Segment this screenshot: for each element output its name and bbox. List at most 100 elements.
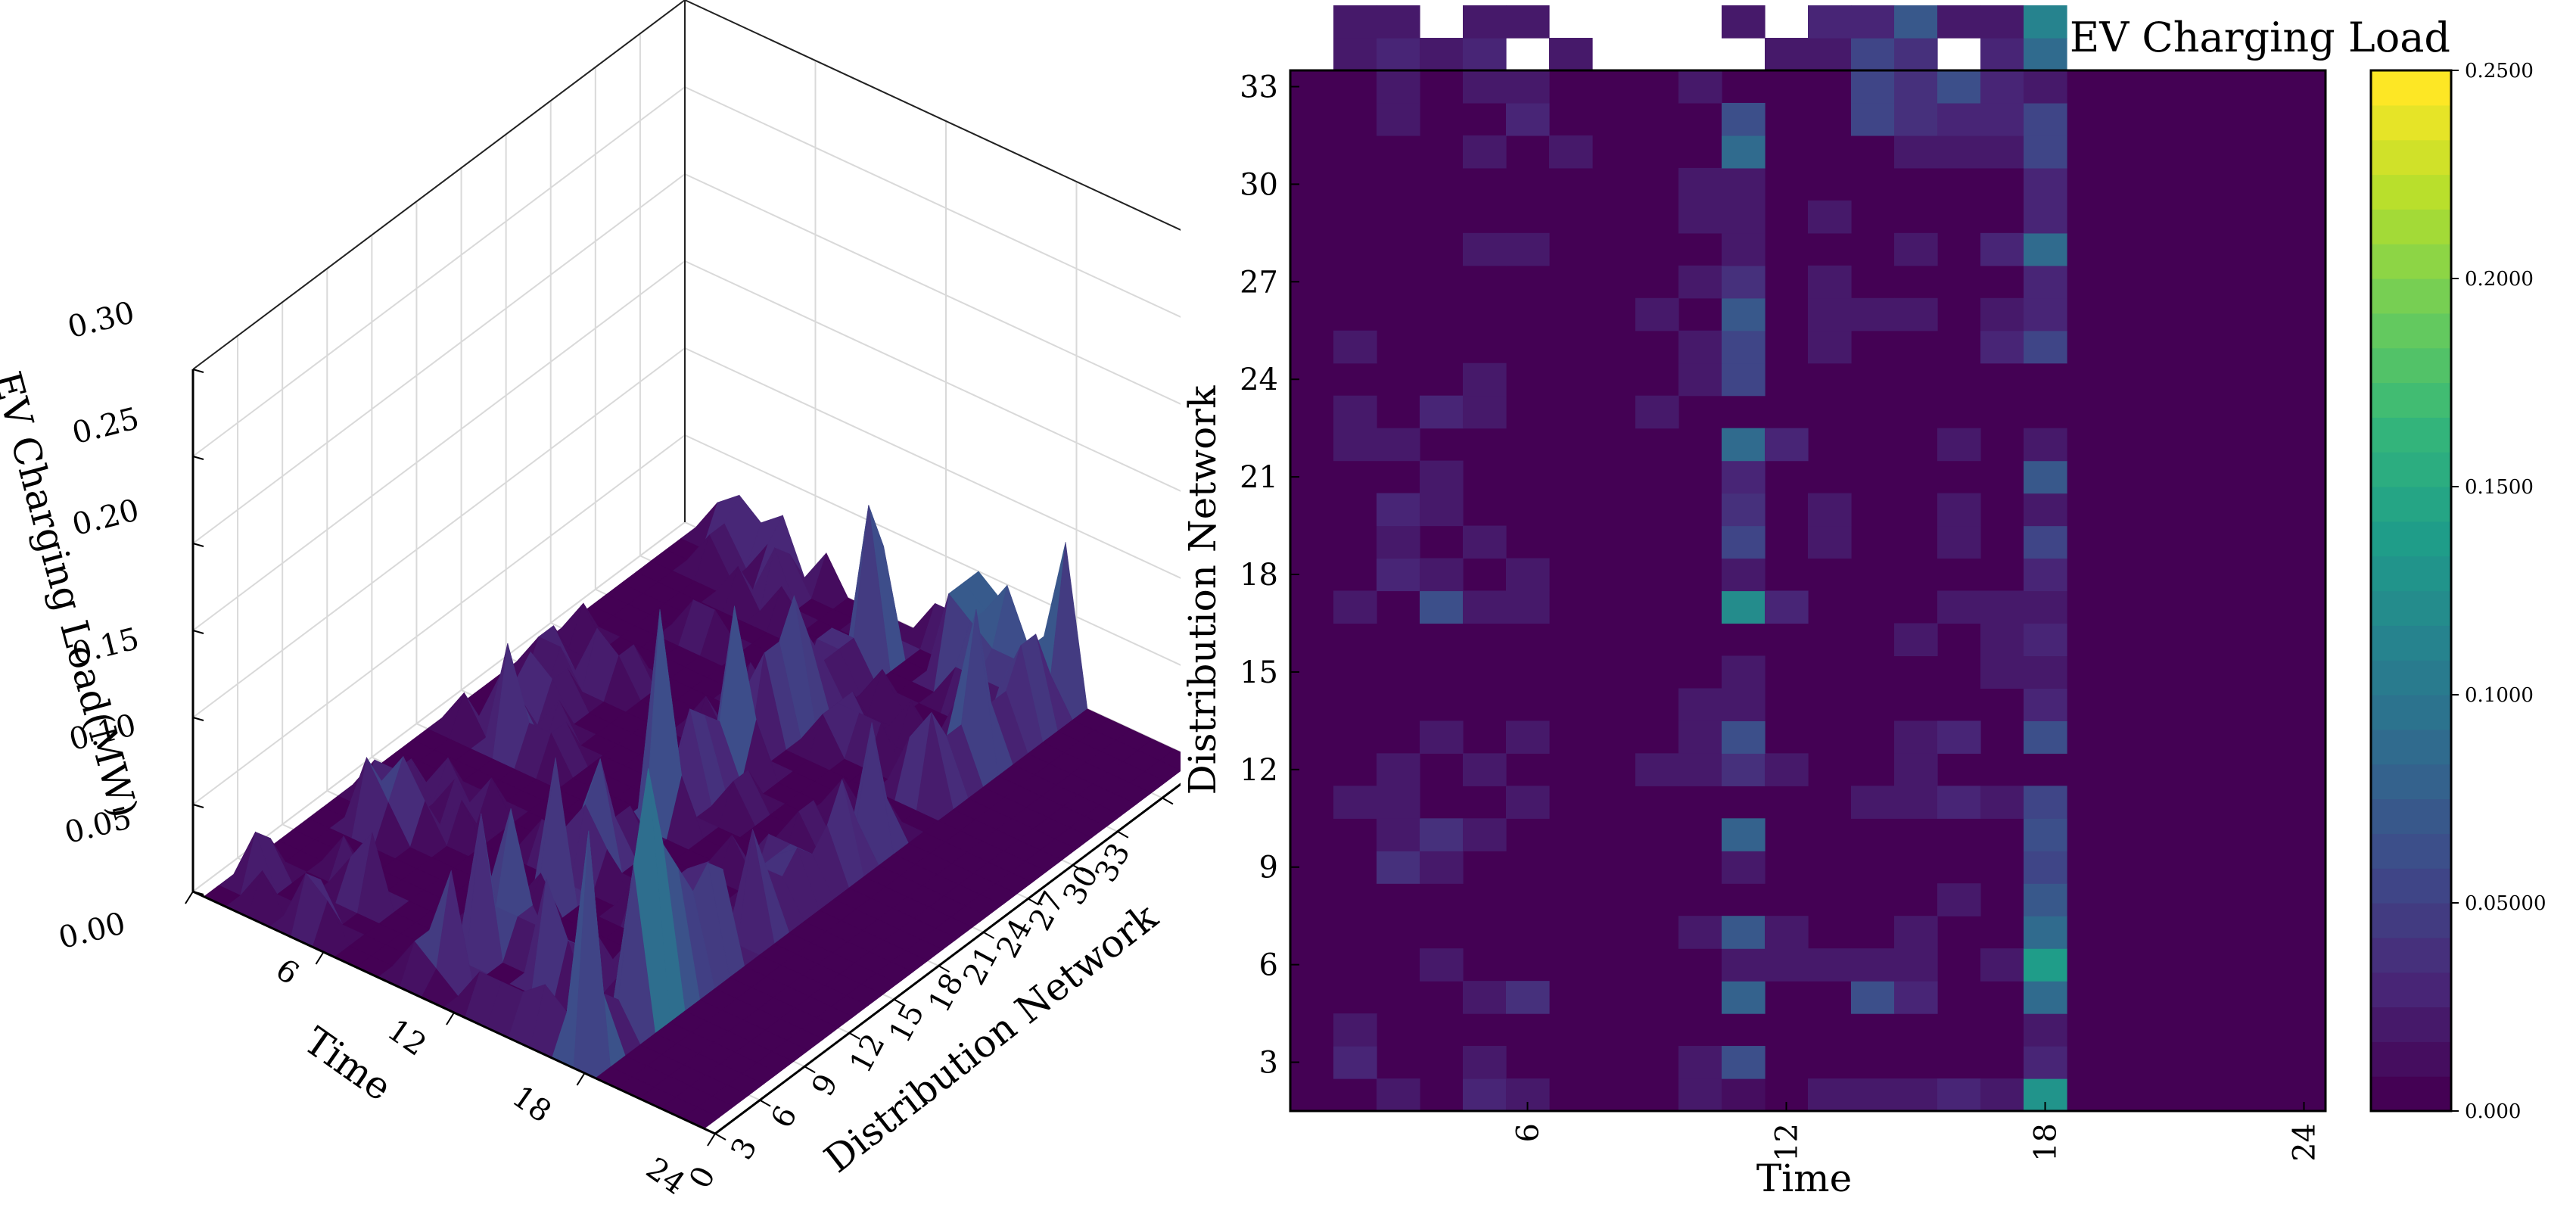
x-ticks: 6 12 18 24 [1511, 1102, 2322, 1162]
heatmap-cell [1894, 981, 1938, 1014]
heatmap-cell [1635, 753, 1679, 786]
surface-mesh [203, 494, 1181, 1129]
heatmap-cell [1722, 558, 1766, 592]
colorbar-level [2371, 70, 2451, 106]
heatmap-cell [1722, 460, 1766, 494]
heatmap-cell [1420, 720, 1464, 754]
heatmap-cell [1894, 916, 1938, 949]
colorbar-level [2371, 833, 2451, 869]
heatmap-cell [1420, 818, 1464, 851]
heatmap-cell [1506, 5, 1550, 39]
heatmap-cell [1894, 5, 1938, 39]
heatmap-cell [1937, 135, 1981, 169]
axis-edge [192, 0, 686, 370]
y-tick-label: 18 [1240, 558, 1278, 593]
heatmap-cell [1420, 460, 1464, 494]
heatmap-cell [1980, 655, 2024, 689]
heatmap-cell [1765, 428, 1809, 462]
heatmap-cell [1463, 525, 1507, 559]
heatmap-cell [2024, 851, 2067, 884]
heatmap-cell [1463, 232, 1507, 266]
time-axis-label: Time [296, 1019, 400, 1109]
heatmap-background [1290, 70, 2326, 1111]
heatmap-cell [1722, 753, 1766, 786]
heatmap-cell [1722, 493, 1766, 527]
z-tick-mark [192, 717, 204, 721]
heatmap-cell [1980, 135, 2024, 169]
heatmap-cell [1722, 330, 1766, 364]
heatmap-cell [1377, 753, 1420, 786]
heatmap-cell [1722, 655, 1766, 689]
z-tick-mark [192, 804, 204, 808]
heatmap-cell [1722, 720, 1766, 754]
network-tick-label: 3 [724, 1132, 764, 1165]
heatmap-cell [1506, 102, 1550, 136]
heatmap-cell [1722, 297, 1766, 331]
heatmap-cell [1808, 948, 1852, 982]
heatmap-cell [1722, 1046, 1766, 1079]
heatmap-cell [2024, 1013, 2067, 1047]
heatmap-cell [2024, 558, 2067, 592]
heatmap-cell [1980, 330, 2024, 364]
z-tick-mark [192, 456, 204, 460]
time-tick-mark [315, 951, 325, 965]
heatmap-cell [2024, 916, 2067, 949]
colorbar-level [2371, 660, 2451, 696]
heatmap-cell [1635, 395, 1679, 429]
z-tick-label: 0.25 [69, 401, 143, 451]
heatmap-cell [1463, 1046, 1507, 1079]
heatmap-cell [1722, 916, 1766, 949]
time-tick-mark [576, 1072, 586, 1086]
heatmap-cell [1678, 720, 1722, 754]
colorbar-tick-label: 0.05000 [2465, 892, 2546, 915]
heatmap-cell [1678, 753, 1722, 786]
heatmap-cell [1808, 265, 1852, 299]
y-tick-label: 30 [1240, 167, 1278, 202]
heatmap-cell [1506, 558, 1550, 592]
time-tick-label: 6 [269, 952, 305, 991]
z-tick-label: 0.20 [69, 493, 143, 543]
colorbar-level [2371, 417, 2451, 453]
heatmap-cell [1851, 102, 1895, 136]
heatmap-cell [1851, 38, 1895, 71]
heatmap-cell [1333, 395, 1377, 429]
x-axis-label: Time [1756, 1156, 1852, 1200]
heatmap-cell [1463, 1078, 1507, 1112]
heatmap-cell [1377, 5, 1420, 39]
z-tick-mark [192, 543, 204, 547]
heatmap-cell [1549, 135, 1593, 169]
colorbar-level [2371, 244, 2451, 279]
heatmap-cell [1722, 688, 1766, 721]
x-tick-label: 18 [2029, 1123, 2064, 1162]
heatmap-cell [1333, 5, 1377, 39]
heatmap-cell [1678, 1078, 1722, 1112]
heatmap-cell [1678, 265, 1722, 299]
network-tick-mark [759, 1099, 771, 1107]
heatmap-cell [2024, 167, 2067, 201]
chart-title: EV Charging Load [2070, 14, 2450, 61]
heatmap-cell [1980, 70, 2024, 104]
heatmap-cell [1420, 493, 1464, 527]
heatmap-cell [1808, 1078, 1852, 1112]
heatmap-cell [1937, 428, 1981, 462]
heatmap-cell [2024, 5, 2067, 39]
colorbar-level [2371, 521, 2451, 557]
y-tick-label: 21 [1240, 460, 1278, 495]
z-tick-mark [192, 891, 204, 895]
colorbar-level [2371, 695, 2451, 730]
x-tick-label: 12 [1770, 1123, 1805, 1162]
heatmap-cell [1377, 558, 1420, 592]
heatmap-cell [2024, 38, 2067, 71]
heatmap-cell [2024, 818, 2067, 851]
heatmap-cell [1722, 5, 1766, 39]
heatmap-cell [2024, 623, 2067, 657]
heatmap-cell [1678, 167, 1722, 201]
heatmap-cell [1722, 200, 1766, 234]
heatmap-cell [2024, 590, 2067, 624]
heatmap-cell [1333, 428, 1377, 462]
heatmap-cell [1722, 232, 1766, 266]
heatmap-cell [1333, 38, 1377, 71]
heatmap-cell [1678, 70, 1722, 104]
y-axis-label: Distribution Network [1181, 385, 1224, 795]
heatmap-cell [1377, 851, 1420, 884]
